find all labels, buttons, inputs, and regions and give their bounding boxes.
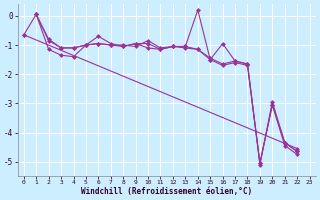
- X-axis label: Windchill (Refroidissement éolien,°C): Windchill (Refroidissement éolien,°C): [81, 187, 252, 196]
